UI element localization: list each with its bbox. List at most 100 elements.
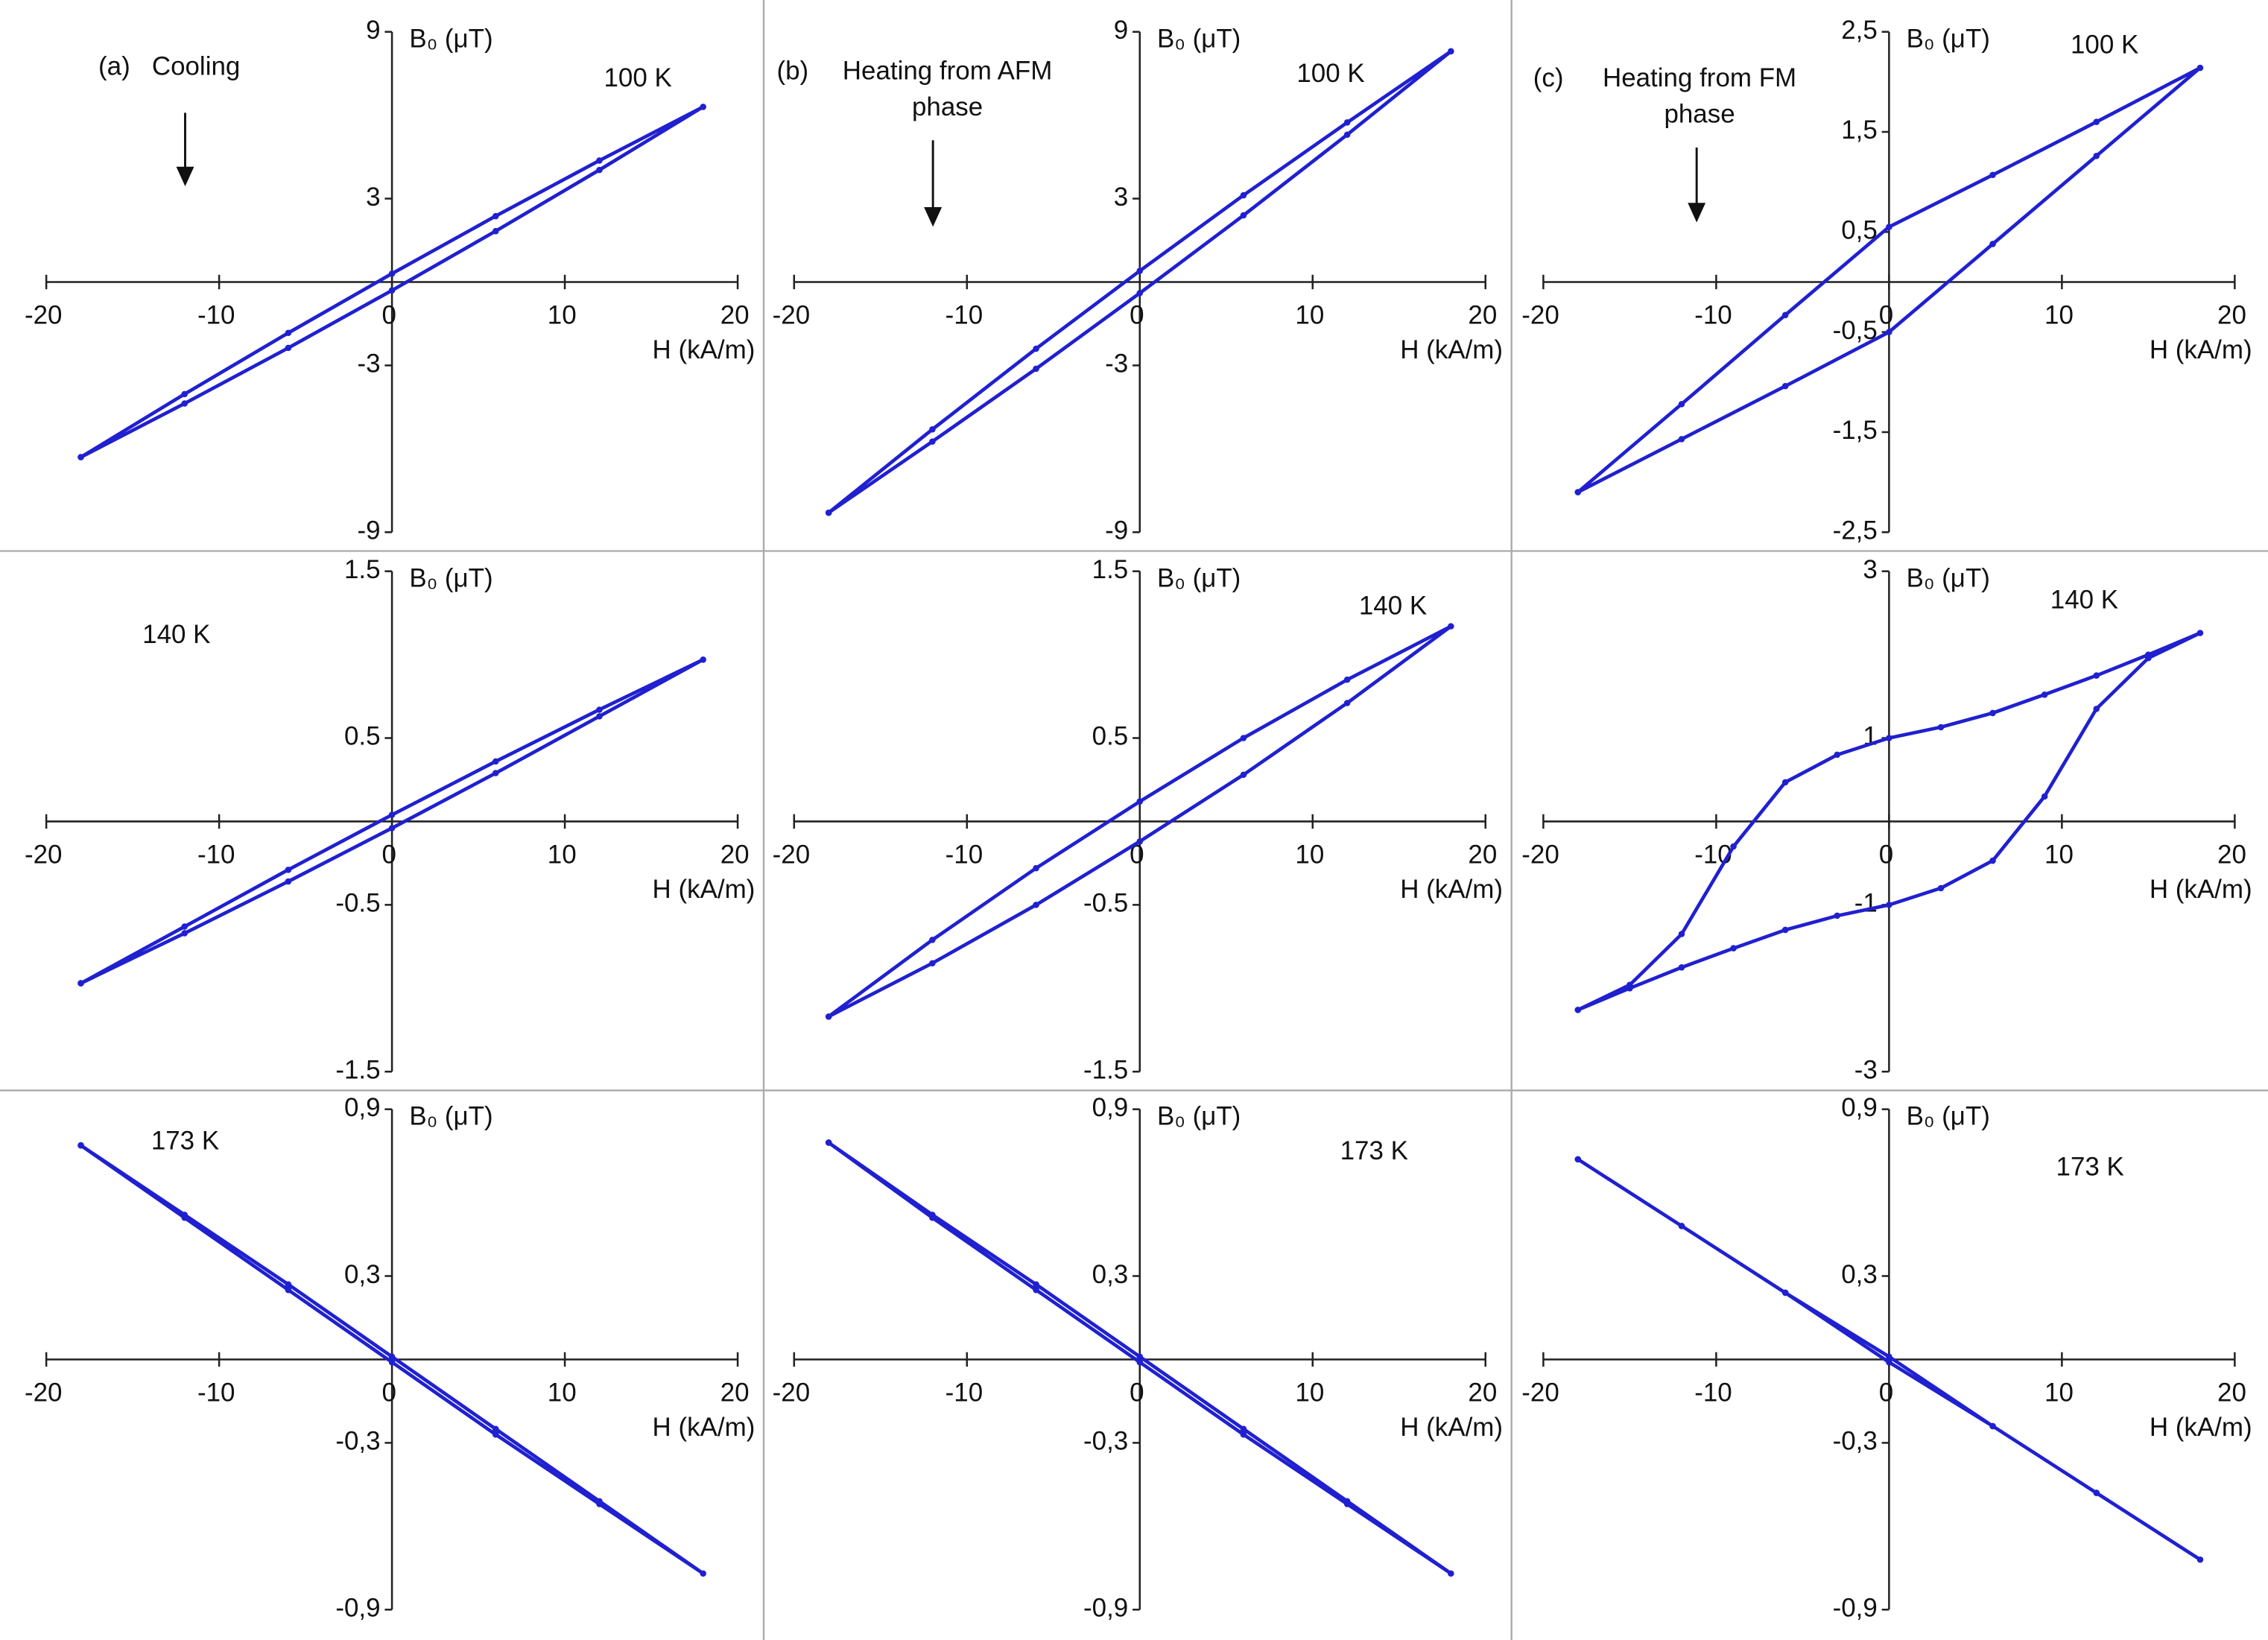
panel-title: phase [1664,100,1735,129]
data-point [1033,864,1039,872]
data-point [1240,1425,1247,1433]
y-tick-label: -1 [1854,889,1878,918]
arrow-head [1688,203,1706,223]
data-point [1574,1007,1582,1013]
x-tick-label: 0 [1879,840,1893,869]
x-tick-label: 20 [1468,840,1497,869]
data-point [1730,843,1737,850]
data-point [1886,224,1892,230]
data-point [2093,152,2100,159]
y-tick-label: 3 [366,183,380,212]
x-tick-label: 0 [381,840,396,869]
y-tick-label: 0,3 [1841,1260,1878,1289]
data-point [1136,1358,1144,1366]
panel-title: Heating from FM [1603,63,1796,92]
x-tick-label: -20 [25,300,63,329]
y-tick-label: 0.5 [344,722,381,751]
x-tick-label: 0 [1879,300,1893,329]
data-point [388,270,396,277]
data-point [1343,676,1351,683]
x-tick-label: 10 [1295,1378,1324,1407]
x-tick-label: -10 [1694,300,1732,329]
data-point [285,329,292,337]
data-point [1678,964,1685,971]
y-tick-label: -3 [1105,349,1128,379]
x-axis-label: H (kA/m) [653,875,756,904]
data-point [492,212,499,220]
y-tick-label: 3 [1863,555,1877,584]
data-point [700,1570,706,1577]
data-point [1834,751,1841,759]
y-tick-label: -0.5 [1083,889,1128,918]
x-axis-label: H (kA/m) [653,1413,756,1442]
temperature-label: 140 K [1359,591,1427,620]
x-tick-label: 10 [2044,1378,2074,1407]
data-point [1730,945,1737,952]
data-point [2093,672,2100,679]
data-point [596,166,603,174]
data-point [1240,212,1247,219]
data-point [388,1358,396,1366]
data-point [1886,735,1892,741]
data-point [700,656,706,663]
x-tick-label: 10 [2044,840,2074,869]
data-point [596,706,603,713]
data-point [596,157,603,164]
x-tick-label: -10 [1694,1378,1732,1407]
x-axis-label: H (kA/m) [653,335,756,364]
x-axis-label: H (kA/m) [2150,1413,2252,1442]
data-point [825,1139,832,1146]
y-tick-label: 0,9 [1092,1093,1129,1122]
data-point [1989,857,1996,864]
data-point [77,1142,84,1149]
data-point [1886,902,1892,908]
temperature-label: 140 K [142,620,210,649]
data-point [1626,981,1633,989]
data-point [1448,48,1454,55]
x-axis-label: H (kA/m) [1400,1413,1503,1442]
data-point [1136,290,1144,297]
x-tick-label: 0 [381,1378,396,1407]
data-point [929,937,936,943]
data-point [929,960,936,966]
y-axis-label: B₀ (μT) [1157,1102,1241,1131]
x-tick-label: 20 [720,1378,750,1407]
data-point [492,758,499,765]
x-tick-label: -20 [25,1378,63,1407]
x-axis-label: H (kA/m) [2150,335,2252,364]
y-tick-label: 3 [1114,183,1128,212]
x-tick-label: 20 [2217,300,2246,329]
data-point [825,1013,832,1020]
data-point [1448,1570,1454,1577]
x-tick-label: 0 [1130,1378,1144,1407]
y-axis-label: B₀ (μT) [1157,564,1241,593]
data-point [1781,311,1789,319]
temperature-label: 173 K [1340,1136,1408,1165]
y-axis-label: B₀ (μT) [1907,25,1990,54]
data-point [2196,64,2204,72]
temperature-label: 100 K [2071,30,2138,59]
data-point [181,400,188,407]
data-point [285,1281,292,1288]
y-tick-label: -0.5 [335,889,380,918]
panel-title: phase [912,92,983,121]
x-tick-label: 20 [1468,300,1497,329]
x-tick-label: -10 [1694,840,1732,869]
data-point [1574,1156,1582,1163]
x-axis-label: H (kA/m) [1400,875,1503,904]
data-point [1343,119,1351,126]
data-point [1240,191,1247,199]
y-axis-label: B₀ (μT) [1907,1102,1990,1131]
x-tick-label: 10 [548,840,577,869]
x-tick-label: -20 [773,1378,811,1407]
data-point [1033,365,1039,373]
y-tick-label: -9 [357,516,380,545]
x-tick-label: 10 [2044,300,2074,329]
x-tick-label: -20 [1521,1378,1559,1407]
y-tick-label: 0,9 [344,1093,381,1122]
temperature-label: 173 K [151,1127,219,1156]
y-tick-label: 9 [1114,16,1128,45]
data-point [1343,131,1351,139]
temperature-label: 100 K [604,63,671,92]
data-point [388,811,396,818]
